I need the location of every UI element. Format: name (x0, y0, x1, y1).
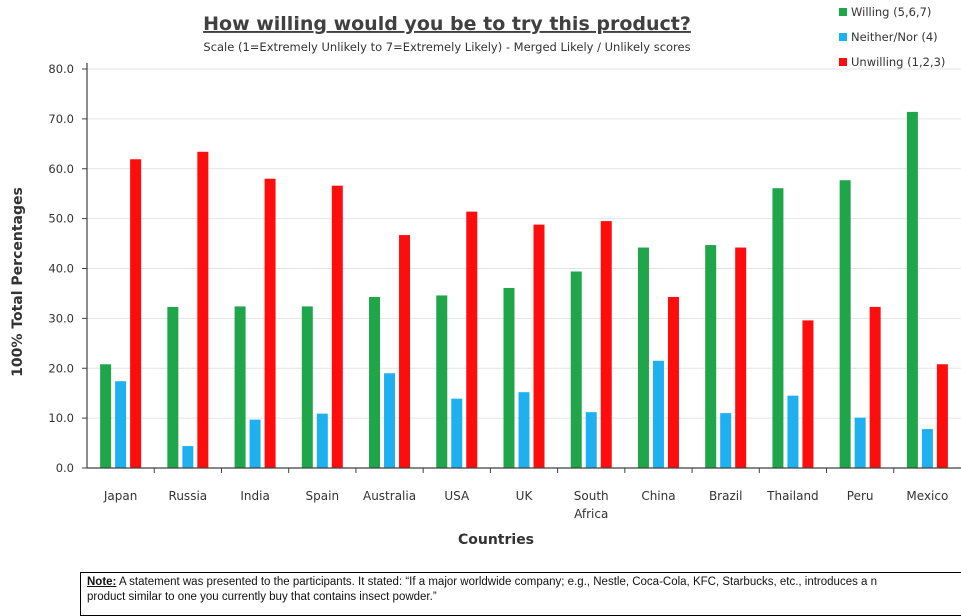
note-label: Note: (87, 576, 117, 588)
x-category-label: Australia (363, 489, 416, 503)
x-category-label: Brazil (709, 489, 743, 503)
legend-swatch (839, 33, 847, 41)
y-tick-label: 30.0 (48, 311, 74, 325)
bar (570, 271, 582, 468)
y-tick-label: 50.0 (48, 212, 74, 226)
note-line-2: product similar to one you currently buy… (87, 591, 437, 603)
bar (585, 412, 597, 468)
note-text-1: A statement was presented to the partici… (118, 576, 878, 588)
chart-subtitle: Scale (1=Extremely Unlikely to 7=Extreme… (203, 40, 690, 54)
bar (399, 235, 411, 468)
legend-label: Neither/Nor (4) (851, 30, 938, 44)
bar (802, 320, 814, 468)
x-category-label: South (574, 489, 609, 503)
x-category-label: India (240, 489, 269, 503)
bar (182, 446, 194, 468)
bar (369, 296, 381, 468)
note-box: Note: A statement was presented to the p… (80, 572, 961, 616)
bar (451, 398, 463, 468)
bar (921, 429, 933, 468)
x-category-label: Peru (847, 489, 874, 503)
bar (301, 306, 313, 468)
bar (331, 185, 343, 468)
bar-chart: How willing would you be to try this pro… (10, 5, 961, 548)
x-category-label: Africa (574, 507, 608, 521)
bar (249, 419, 261, 468)
bar (384, 373, 396, 468)
y-tick-label: 60.0 (48, 162, 74, 176)
y-tick-label: 20.0 (48, 361, 74, 375)
bar (316, 413, 328, 468)
bar (130, 159, 142, 468)
bar (264, 178, 276, 468)
x-category-label: Thailand (766, 489, 819, 503)
note-line-1: Note: A statement was presented to the p… (87, 575, 961, 590)
bar (100, 364, 112, 468)
x-category-label: China (641, 489, 675, 503)
bars (100, 111, 948, 469)
bar (234, 306, 246, 468)
bar (600, 221, 612, 468)
bar (466, 211, 478, 468)
bar (667, 296, 679, 468)
x-category-label: USA (444, 489, 470, 503)
x-axis-title: Countries (458, 532, 534, 548)
x-category-label: Spain (306, 489, 340, 503)
bar (906, 111, 918, 468)
bar (705, 245, 717, 468)
y-tick-label: 0.0 (56, 461, 74, 475)
y-tick-label: 40.0 (48, 262, 74, 276)
gridlines (87, 68, 961, 419)
x-category-label: UK (516, 489, 534, 503)
bar (436, 295, 448, 468)
chart-title: How willing would you be to try this pro… (203, 13, 691, 35)
y-tick-label: 70.0 (48, 112, 74, 126)
bar (503, 287, 515, 468)
bar (735, 247, 747, 468)
bar (533, 224, 545, 468)
bar (839, 180, 851, 468)
legend-swatch (839, 8, 847, 16)
y-tick-label: 80.0 (48, 62, 74, 76)
x-category-labels: Japan Russia India Spain Australia USA UK South… (103, 489, 948, 521)
y-axis-title: 100% Total Percentages (10, 187, 26, 377)
bar (772, 188, 784, 469)
legend: Willing (5,6,7) Neither/Nor (4) Unwilling … (839, 5, 945, 69)
y-tick-labels: 0.0 10.0 20.0 30.0 40.0 50.0 60.0 70.0 80.0 (48, 62, 74, 475)
bar (518, 392, 530, 468)
bar (637, 247, 649, 468)
bar (854, 417, 866, 468)
bar (787, 395, 799, 468)
legend-label: Willing (5,6,7) (851, 5, 931, 19)
bar (197, 151, 209, 469)
legend-label: Unwilling (1,2,3) (851, 55, 945, 69)
axes (82, 63, 961, 473)
y-tick-label: 10.0 (48, 411, 74, 425)
x-category-label: Japan (103, 489, 137, 503)
bar (869, 306, 881, 468)
bar (936, 364, 948, 468)
bar (720, 413, 732, 468)
x-category-label: Mexico (906, 489, 948, 503)
bar (167, 306, 179, 468)
legend-swatch (839, 58, 847, 66)
x-category-label: Russia (169, 489, 208, 503)
bar (652, 360, 664, 468)
bar (115, 381, 127, 468)
